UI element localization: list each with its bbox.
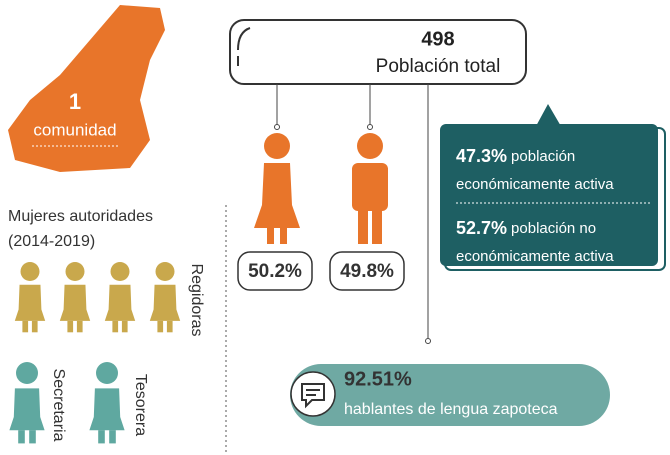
language-label: hablantes de lengua zapoteca: [344, 401, 558, 418]
community-shape: [8, 5, 165, 172]
person-part: [9, 388, 45, 431]
population-label: Población total: [376, 56, 501, 77]
person-part: [98, 430, 105, 444]
men-box: [329, 251, 405, 291]
active-line: económicamente activa: [456, 176, 614, 193]
inactive-line: población no: [511, 220, 596, 237]
person-part: [22, 320, 29, 333]
inactive-percent: 52.7%: [456, 218, 507, 238]
person-part: [166, 320, 173, 333]
person-part: [67, 320, 74, 333]
person-part: [110, 262, 130, 281]
person-part: [16, 362, 38, 384]
men-percent: 49.8%: [340, 261, 394, 282]
person-part: [14, 284, 46, 321]
person-part: [121, 320, 128, 333]
person-part: [76, 320, 83, 333]
speech-icon: [301, 383, 325, 409]
active-text: 47.3% población: [456, 146, 575, 166]
person-part: [31, 320, 38, 333]
role-label: Tesorera: [132, 374, 149, 436]
person-part: [155, 262, 175, 281]
person-part: [96, 362, 118, 384]
community-count: 1: [69, 89, 81, 114]
role-label: Secretaria: [50, 369, 67, 442]
population-total: 498: [421, 28, 454, 50]
authorities-title: Mujeres autoridades: [8, 208, 153, 225]
person-part: [157, 320, 164, 333]
person-part: [112, 320, 119, 333]
person-part: [65, 262, 85, 281]
person-part: [89, 388, 125, 431]
active-percent: 47.3%: [456, 146, 507, 166]
community-label: comunidad: [33, 120, 116, 139]
decoration: [237, 27, 251, 66]
inactive-text: 52.7% población no: [456, 218, 596, 238]
person-part: [18, 430, 25, 444]
connectors: [274, 84, 431, 344]
person-part: [59, 284, 91, 321]
women-box: [237, 251, 313, 291]
person-part: [20, 262, 40, 281]
authorities-period: (2014-2019): [8, 233, 95, 250]
person-part: [29, 430, 36, 444]
panel-pointer: [535, 104, 562, 128]
language-percent: 92.51%: [344, 368, 412, 390]
person-part: [104, 284, 136, 321]
person-part: [109, 430, 116, 444]
role-label: Regidoras: [188, 264, 205, 337]
language-pill: [290, 364, 610, 426]
person-part: [149, 284, 181, 321]
man-icon: [352, 133, 388, 244]
population-box: [229, 19, 527, 85]
regidoras-icons: [14, 262, 181, 333]
active-line: población: [511, 148, 575, 165]
staff-icons: [9, 362, 125, 444]
inactive-line: económicamente activa: [456, 248, 614, 265]
woman-icon: [254, 133, 300, 244]
women-percent: 50.2%: [248, 261, 302, 282]
economy-panel: [440, 124, 658, 266]
